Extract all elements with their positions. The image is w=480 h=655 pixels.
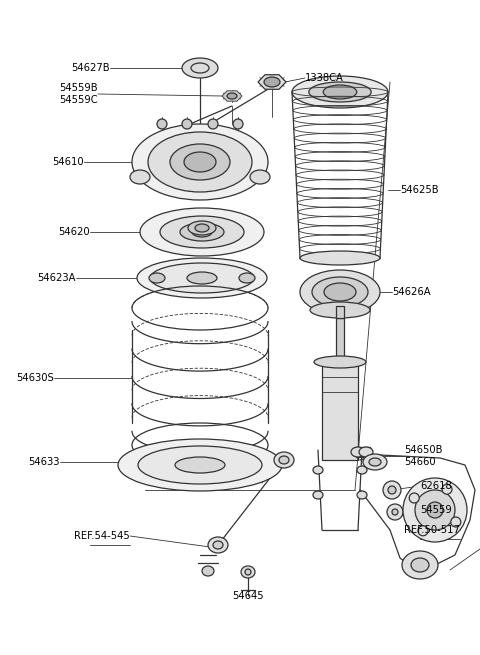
Ellipse shape bbox=[150, 263, 254, 293]
Ellipse shape bbox=[180, 223, 224, 241]
Text: 1338CA: 1338CA bbox=[305, 73, 344, 83]
Ellipse shape bbox=[357, 466, 367, 474]
Polygon shape bbox=[222, 91, 242, 101]
Text: 54627B: 54627B bbox=[72, 63, 110, 73]
Ellipse shape bbox=[312, 277, 368, 307]
Text: 54626A: 54626A bbox=[392, 287, 431, 297]
Bar bbox=[336, 318, 344, 362]
Ellipse shape bbox=[383, 481, 401, 499]
Ellipse shape bbox=[392, 509, 398, 515]
Ellipse shape bbox=[192, 227, 212, 237]
Ellipse shape bbox=[140, 208, 264, 256]
Ellipse shape bbox=[309, 82, 371, 102]
Ellipse shape bbox=[451, 517, 461, 527]
Ellipse shape bbox=[292, 76, 388, 108]
Ellipse shape bbox=[239, 273, 255, 283]
Text: 54650B
54660: 54650B 54660 bbox=[404, 445, 443, 466]
Polygon shape bbox=[336, 306, 344, 318]
Ellipse shape bbox=[313, 466, 323, 474]
Ellipse shape bbox=[132, 124, 268, 200]
Ellipse shape bbox=[227, 93, 237, 99]
Ellipse shape bbox=[363, 454, 387, 470]
Text: 54645: 54645 bbox=[232, 591, 264, 601]
Ellipse shape bbox=[208, 537, 228, 553]
Ellipse shape bbox=[130, 170, 150, 184]
Ellipse shape bbox=[213, 541, 223, 549]
Ellipse shape bbox=[409, 493, 419, 503]
Ellipse shape bbox=[313, 491, 323, 499]
Polygon shape bbox=[258, 75, 286, 89]
Ellipse shape bbox=[137, 258, 267, 298]
Text: 54623A: 54623A bbox=[37, 273, 76, 283]
Ellipse shape bbox=[300, 251, 380, 265]
Text: REF.50-517: REF.50-517 bbox=[404, 525, 460, 535]
Ellipse shape bbox=[149, 273, 165, 283]
Ellipse shape bbox=[324, 283, 356, 301]
Ellipse shape bbox=[160, 216, 244, 248]
Ellipse shape bbox=[357, 491, 367, 499]
Ellipse shape bbox=[148, 132, 252, 192]
Ellipse shape bbox=[402, 551, 438, 579]
Text: 62618: 62618 bbox=[420, 481, 452, 491]
Text: 54625B: 54625B bbox=[400, 185, 439, 195]
Ellipse shape bbox=[195, 224, 209, 232]
Ellipse shape bbox=[418, 526, 428, 536]
Ellipse shape bbox=[202, 566, 214, 576]
Ellipse shape bbox=[427, 502, 443, 518]
Ellipse shape bbox=[157, 119, 167, 129]
Ellipse shape bbox=[118, 439, 282, 491]
Ellipse shape bbox=[233, 119, 243, 129]
Ellipse shape bbox=[388, 486, 396, 494]
Ellipse shape bbox=[187, 272, 217, 284]
Ellipse shape bbox=[310, 302, 370, 318]
Ellipse shape bbox=[411, 558, 429, 572]
Ellipse shape bbox=[323, 85, 357, 99]
Ellipse shape bbox=[175, 457, 225, 473]
Ellipse shape bbox=[300, 270, 380, 314]
Ellipse shape bbox=[359, 447, 373, 457]
Ellipse shape bbox=[188, 221, 216, 235]
Ellipse shape bbox=[279, 456, 289, 464]
Ellipse shape bbox=[274, 452, 294, 468]
Ellipse shape bbox=[182, 119, 192, 129]
Text: 54610: 54610 bbox=[52, 157, 84, 167]
Ellipse shape bbox=[403, 478, 467, 542]
Ellipse shape bbox=[387, 504, 403, 520]
Text: 54620: 54620 bbox=[59, 227, 90, 237]
Ellipse shape bbox=[314, 356, 366, 368]
Text: 54633: 54633 bbox=[28, 457, 60, 467]
Ellipse shape bbox=[182, 58, 218, 78]
Ellipse shape bbox=[415, 490, 455, 530]
Text: REF.54-545: REF.54-545 bbox=[74, 531, 130, 541]
Ellipse shape bbox=[264, 77, 280, 87]
Ellipse shape bbox=[184, 152, 216, 172]
Ellipse shape bbox=[208, 119, 218, 129]
Ellipse shape bbox=[369, 458, 381, 466]
Bar bbox=[322, 362, 358, 460]
Text: 54630S: 54630S bbox=[16, 373, 54, 383]
Ellipse shape bbox=[138, 446, 262, 484]
Text: 54559: 54559 bbox=[420, 505, 452, 515]
Ellipse shape bbox=[442, 484, 452, 495]
Text: 54559B
54559C: 54559B 54559C bbox=[60, 83, 98, 105]
Ellipse shape bbox=[241, 566, 255, 578]
Ellipse shape bbox=[170, 144, 230, 180]
Ellipse shape bbox=[351, 447, 365, 457]
Ellipse shape bbox=[250, 170, 270, 184]
Ellipse shape bbox=[245, 569, 251, 575]
